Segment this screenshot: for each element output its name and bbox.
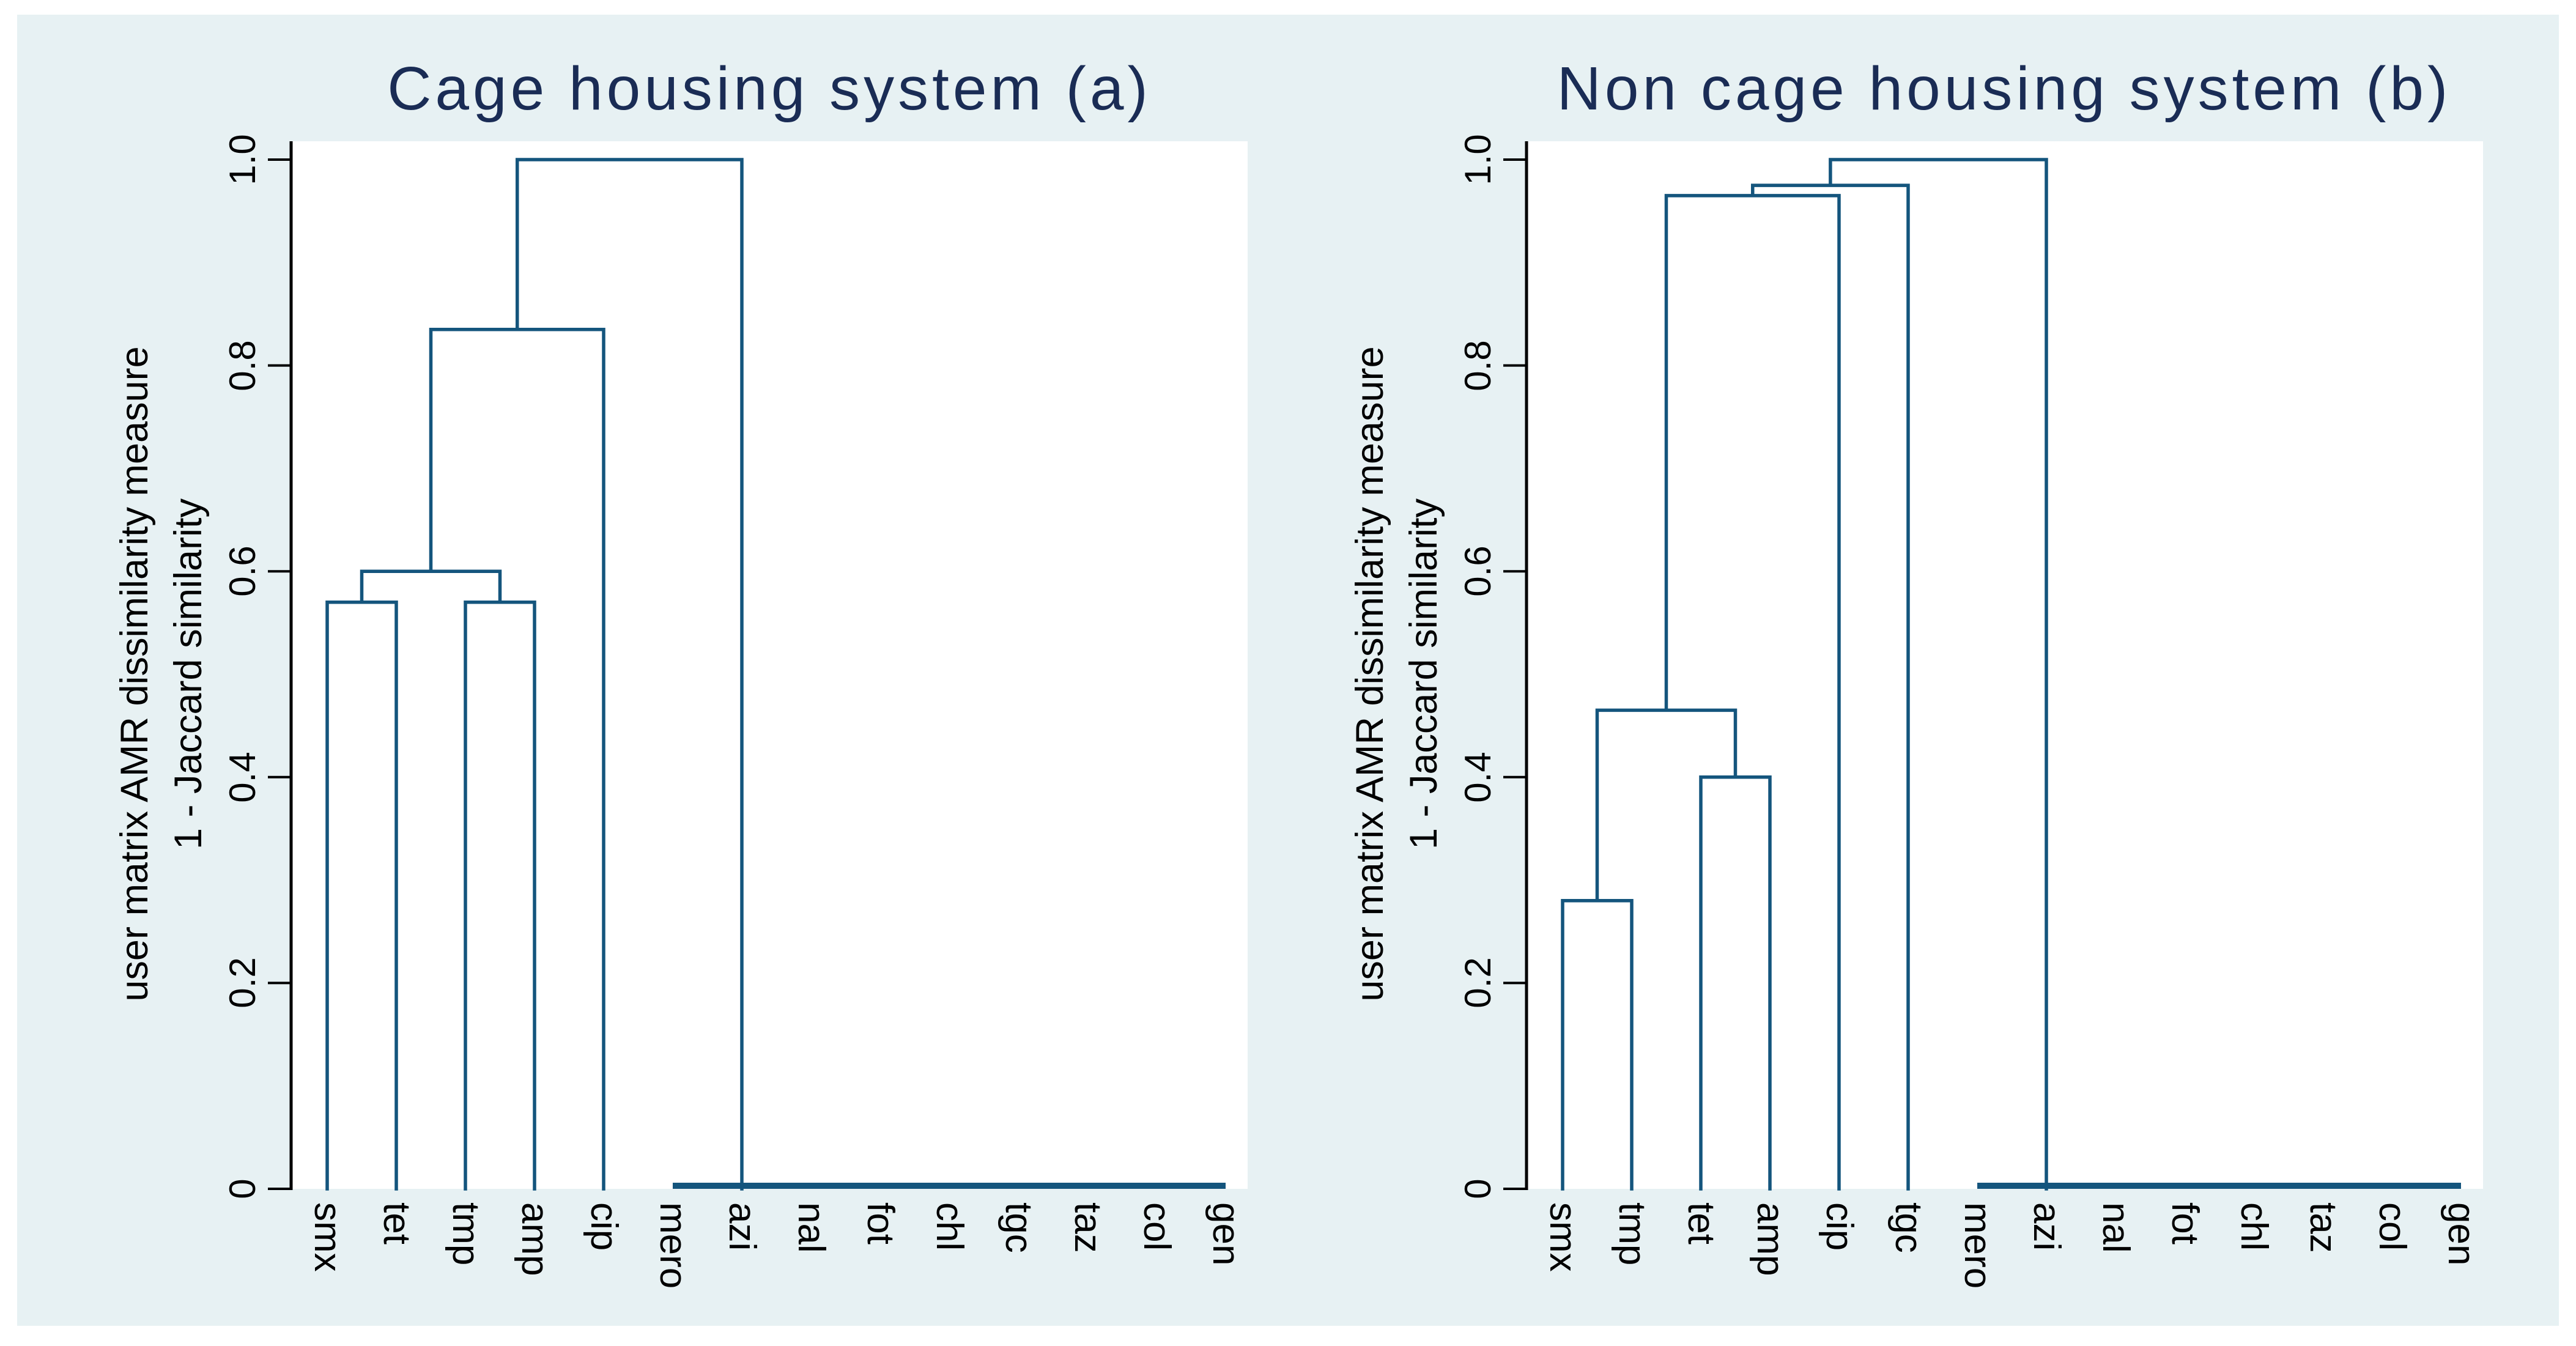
panel-b-y-tick-label: 0.2: [1457, 957, 1498, 1009]
panel-b-leaf-label-fot: fot: [2164, 1202, 2206, 1244]
panel-a-y-tick-label: 0.2: [222, 957, 263, 1009]
panel-b-plot-area: [1527, 141, 2483, 1189]
panel-b-yaxis-label-line1: user matrix AMR dissimilarity measure: [1349, 346, 1391, 1002]
panel-b-y-tick-label: 0.6: [1457, 545, 1498, 597]
panel-b-leaf-label-tet: tet: [1680, 1202, 1722, 1244]
panel-a-y-tick-label: 0.8: [222, 339, 263, 391]
panel-a-title: Cage housing system (a): [387, 54, 1152, 123]
panel-a-leaf-label-amp: amp: [514, 1202, 556, 1276]
panel-b-leaf-label-col: col: [2371, 1202, 2413, 1251]
panel-b-leaf-label-gen: gen: [2440, 1202, 2482, 1266]
panel-b-leaf-label-taz: taz: [2302, 1202, 2344, 1253]
panel-a-leaf-label-col: col: [1136, 1202, 1178, 1251]
panel-a-y-tick-label: 0.6: [222, 545, 263, 597]
panel-b-leaf-label-cip: cip: [1818, 1202, 1860, 1251]
panel-b-y-tick-label: 0: [1457, 1178, 1498, 1199]
panel-b-leaf-label-mero: mero: [1956, 1202, 1999, 1289]
panel-a-leaf-label-mero: mero: [652, 1202, 694, 1289]
panel-a-leaf-label-tgc: tgc: [997, 1202, 1040, 1253]
panel-a-y-tick-label: 1.0: [222, 134, 263, 185]
panel-a-leaf-label-tet: tet: [376, 1202, 418, 1244]
panel-a-dendrogram: [325, 158, 744, 1191]
panel-b-y-tick-label: 0.8: [1457, 339, 1498, 391]
panel-b-leaf-label-chl: chl: [2233, 1202, 2275, 1251]
panel-b-yaxis-label-line2: 1 - Jaccard similarity: [1402, 498, 1445, 850]
panel-b-y-tick-label: 1.0: [1457, 134, 1498, 185]
panel-a-leaf-label-cip: cip: [583, 1202, 625, 1251]
panel-a-leaf-label-taz: taz: [1067, 1202, 1109, 1253]
panel-b-leaf-label-smx: smx: [1542, 1202, 1584, 1272]
panel-b-leaf-label-amp: amp: [1749, 1202, 1791, 1276]
panel-b-dendrogram: [1561, 158, 2048, 1191]
panel-b-title: Non cage housing system (b): [1556, 54, 2452, 123]
panel-b-leaf-label-azi: azi: [2026, 1202, 2068, 1251]
panel-a-plot-area: [291, 141, 1248, 1189]
panel-a-leaf-label-fot: fot: [859, 1202, 901, 1244]
panel-a-leaf-label-nal: nal: [790, 1202, 832, 1253]
panel-a-leaf-label-azi: azi: [721, 1202, 763, 1251]
panel-b-y-tick-label: 0.4: [1457, 752, 1498, 803]
panel-b-leaf-label-tmp: tmp: [1611, 1202, 1653, 1266]
figure-canvas: Cage housing system (a) Non cage housing…: [17, 15, 2559, 1326]
panel-a-y-tick-label: 0: [222, 1178, 263, 1199]
panel-b-leaf-label-tgc: tgc: [1887, 1202, 1930, 1253]
panel-a-yaxis-label-line2: 1 - Jaccard similarity: [167, 498, 210, 850]
panel-a-leaf-label-tmp: tmp: [445, 1202, 487, 1266]
panel-a-y-tick-label: 0.4: [222, 752, 263, 803]
panel-b-leaf-label-nal: nal: [2095, 1202, 2137, 1253]
panel-a-yaxis-label-line1: user matrix AMR dissimilarity measure: [113, 346, 156, 1002]
panel-a-leaf-label-smx: smx: [306, 1202, 349, 1272]
panel-a-leaf-label-chl: chl: [928, 1202, 971, 1251]
panel-a-leaf-label-gen: gen: [1205, 1202, 1247, 1266]
